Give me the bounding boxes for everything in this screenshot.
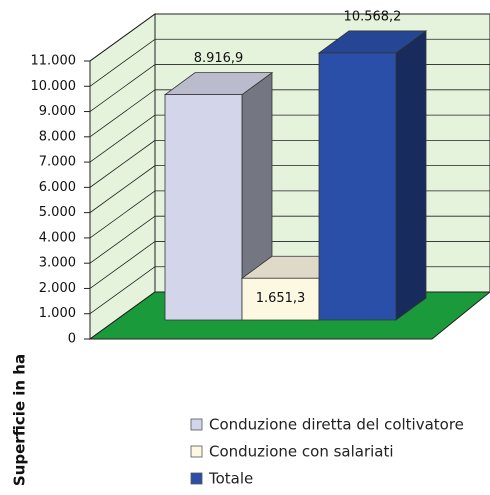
grid-line [89, 38, 156, 87]
y-tick-label: 2.000 [39, 281, 76, 296]
grid-line [89, 165, 156, 213]
bar [163, 71, 274, 321]
y-tick-label: 8.000 [39, 129, 76, 144]
bar [317, 30, 428, 321]
legend-label: Conduzione diretta del coltivatore [209, 416, 464, 434]
grid-line [89, 89, 156, 138]
grid-line [89, 215, 156, 264]
y-tick-label: 10.000 [31, 79, 77, 94]
y-tick-label: 0 [68, 332, 76, 347]
y-tick-label: 1.000 [39, 306, 76, 321]
legend-label: Totale [208, 470, 253, 488]
grid-line [89, 266, 156, 315]
legend-label: Conduzione con salariati [209, 443, 394, 461]
legend-swatch [190, 418, 203, 431]
y-tick-label: 5.000 [39, 205, 76, 220]
y-tick-label: 3.000 [39, 256, 76, 271]
grid-line [89, 140, 156, 188]
bar-front [318, 52, 397, 321]
grid-line [89, 241, 156, 289]
grid-line [89, 114, 156, 163]
value-label: 10.568,2 [344, 9, 402, 24]
bar-front [164, 94, 243, 321]
grid-line [89, 64, 156, 112]
y-tick-label: 4.000 [39, 230, 76, 245]
value-label: 8.916,9 [194, 51, 244, 66]
legend-swatch [190, 445, 203, 458]
bar-side [395, 30, 427, 321]
y-tick-label: 9.000 [39, 104, 76, 119]
y-axis-label: Superficie in ha [11, 354, 29, 486]
y-tick-label: 6.000 [39, 180, 76, 195]
y-tick-label: 11.000 [31, 54, 77, 69]
legend-swatch [190, 472, 203, 485]
grid-line [89, 190, 156, 239]
value-label: 1.651,3 [256, 291, 306, 306]
y-tick-label: 7.000 [39, 155, 76, 170]
grid-line [89, 13, 156, 62]
